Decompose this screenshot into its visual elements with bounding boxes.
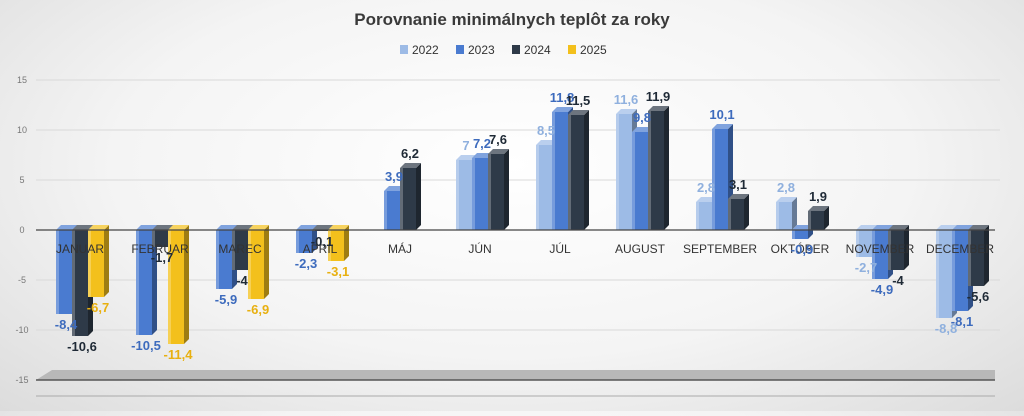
data-label: 10,1	[709, 107, 734, 122]
data-label: -5,9	[215, 292, 237, 307]
bar-2024-august	[648, 106, 669, 230]
data-label: -2,7	[855, 260, 877, 275]
bars	[56, 106, 989, 344]
category-labels: JANUAR FEBRUAR MAREC APRIL MÁJ JÚN JÚL AUGUST SE…	[56, 241, 994, 256]
data-label: 2,8	[777, 180, 795, 195]
y-axis-ticks: 15 10 5 0 -5 -10 -15	[15, 75, 28, 385]
category-label: APRIL	[303, 242, 338, 256]
chart-floor	[36, 370, 995, 397]
bar-2024-november	[888, 225, 909, 270]
y-tick-label: 0	[19, 225, 24, 235]
data-label: -3,1	[327, 264, 349, 279]
bar-2025-januar	[88, 225, 109, 297]
data-labels: -8,4 -10,6 -6,7 -10,5 -1,7 -11,4 -5,9 -4 -6,9 -2,…	[55, 89, 989, 362]
legend-swatch	[400, 45, 408, 54]
data-label: 3,9	[385, 169, 403, 184]
data-label: -10,5	[131, 338, 161, 353]
bar-2024-september	[728, 194, 749, 230]
data-label: 6,2	[401, 146, 419, 161]
data-label: 3,1	[729, 177, 747, 192]
y-tick-label: -15	[15, 375, 28, 385]
category-label: SEPTEMBER	[683, 242, 757, 256]
data-label: 11,6	[614, 92, 639, 107]
bar-2022-október	[776, 197, 797, 230]
category-label: JÚN	[468, 241, 491, 256]
data-label: 2,8	[697, 180, 715, 195]
bar-2024-december	[968, 225, 989, 286]
legend-label: 2024	[524, 43, 551, 57]
legend-swatch	[568, 45, 576, 54]
category-label: MAREC	[218, 242, 262, 256]
category-label: JANUAR	[56, 242, 104, 256]
bar-2025-april	[328, 225, 349, 261]
data-label: -8,8	[935, 321, 957, 336]
legend-label: 2025	[580, 43, 607, 57]
data-label: -2,3	[295, 256, 317, 271]
y-tick-label: -5	[18, 275, 26, 285]
y-tick-label: 15	[17, 75, 27, 85]
data-label: -0,9	[791, 242, 813, 257]
data-label: -1,7	[151, 250, 173, 265]
bar-2024-júl	[568, 110, 589, 230]
data-label: -0,1	[311, 234, 333, 249]
bar-2024-október	[808, 206, 829, 230]
data-label: -4	[236, 273, 248, 288]
data-label: 8,5	[537, 123, 555, 138]
data-label: -8,4	[55, 317, 78, 332]
data-label: -5,6	[967, 289, 989, 304]
data-label: -10,6	[67, 339, 97, 354]
category-label: MÁJ	[388, 241, 412, 256]
legend-label: 2023	[468, 43, 495, 57]
y-tick-label: 10	[17, 125, 27, 135]
data-label: 7	[462, 138, 469, 153]
data-label: 9,8	[633, 110, 651, 125]
data-label: 1,9	[809, 189, 827, 204]
category-label: AUGUST	[615, 242, 666, 256]
bar-2024-máj	[400, 163, 421, 230]
data-label: -6,9	[247, 302, 269, 317]
data-label: 7,2	[473, 136, 491, 151]
category-label: OKTÓBER	[771, 241, 830, 256]
legend: 2022 2023 2024 2025	[400, 43, 607, 57]
bar-2023-februar	[136, 225, 157, 335]
y-tick-label: -10	[15, 325, 28, 335]
category-label: DECEMBER	[926, 242, 994, 256]
legend-swatch	[512, 45, 520, 54]
data-label: 11,5	[566, 93, 591, 108]
bar-2023-april	[296, 225, 317, 253]
bar-2025-februar	[168, 225, 189, 344]
bar-2025-marec	[248, 225, 269, 299]
data-label: -8,1	[951, 314, 973, 329]
chart-title: Porovnanie minimálnych teplôt za roky	[354, 10, 670, 29]
y-tick-label: 5	[19, 175, 24, 185]
data-label: -4,9	[871, 282, 893, 297]
category-label: NOVEMBER	[846, 242, 915, 256]
data-label: 11,9	[646, 89, 671, 104]
bar-2024-jún	[488, 149, 509, 230]
data-label: -11,4	[164, 347, 194, 362]
grid-lines	[36, 79, 1000, 331]
legend-swatch	[456, 45, 464, 54]
data-label: -6,7	[87, 300, 109, 315]
legend-label: 2022	[412, 43, 439, 57]
data-label: 7,6	[489, 132, 507, 147]
category-label: FEBRUAR	[131, 242, 189, 256]
floor-top	[36, 370, 995, 380]
category-label: JÚL	[549, 241, 571, 256]
data-label: -4	[892, 273, 904, 288]
data-label: 11,8	[550, 90, 575, 105]
